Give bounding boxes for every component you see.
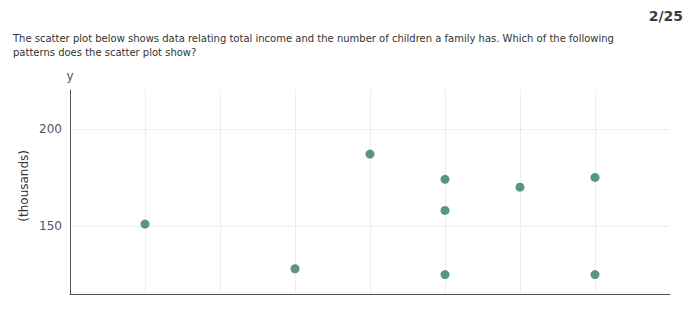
svg-text:2/25: 2/25 bbox=[649, 8, 683, 24]
svg-text:150: 150 bbox=[39, 219, 62, 233]
svg-text:(thousands): (thousands) bbox=[17, 150, 31, 222]
svg-text:The scatter plot below shows d: The scatter plot below shows data relati… bbox=[12, 33, 614, 44]
svg-text:y: y bbox=[66, 69, 73, 83]
svg-text:patterns does the scatter plot: patterns does the scatter plot show? bbox=[13, 47, 196, 58]
svg-text:200: 200 bbox=[39, 122, 62, 136]
